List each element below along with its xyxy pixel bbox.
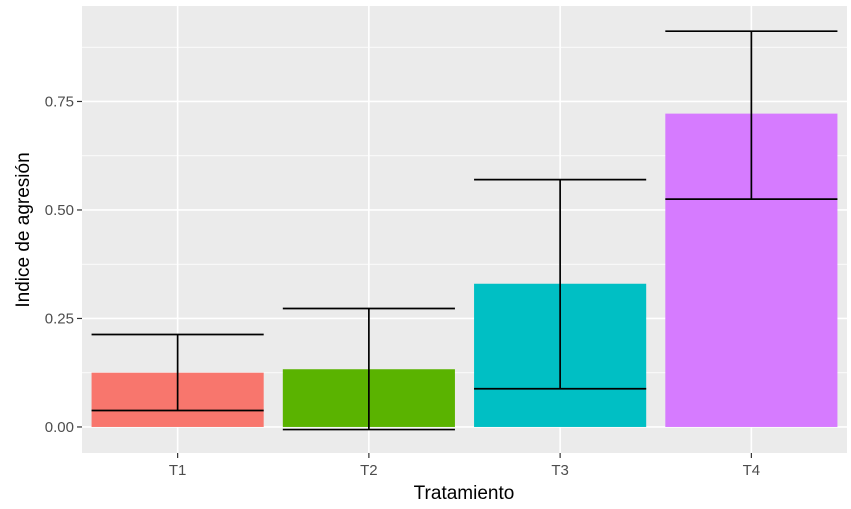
x-tick-label: T2 bbox=[360, 462, 378, 479]
y-axis-title: Indice de agresión bbox=[13, 152, 34, 307]
error-bars bbox=[91, 30, 838, 431]
y-axis-ticks: 0.00 0.25 0.50 0.75 bbox=[45, 93, 82, 436]
y-tick-label: 0.25 bbox=[45, 310, 74, 327]
x-tick-label: T3 bbox=[551, 462, 569, 479]
x-axis-title: Tratamiento bbox=[414, 483, 515, 504]
x-tick-label: T4 bbox=[743, 462, 761, 479]
x-axis-ticks: T1 T2 T3 T4 bbox=[169, 453, 760, 479]
y-tick-label: 0.00 bbox=[45, 419, 74, 436]
y-tick-label: 0.50 bbox=[45, 202, 74, 219]
x-tick-label: T1 bbox=[169, 462, 187, 479]
bars bbox=[91, 113, 838, 427]
y-tick-label: 0.75 bbox=[45, 93, 74, 110]
